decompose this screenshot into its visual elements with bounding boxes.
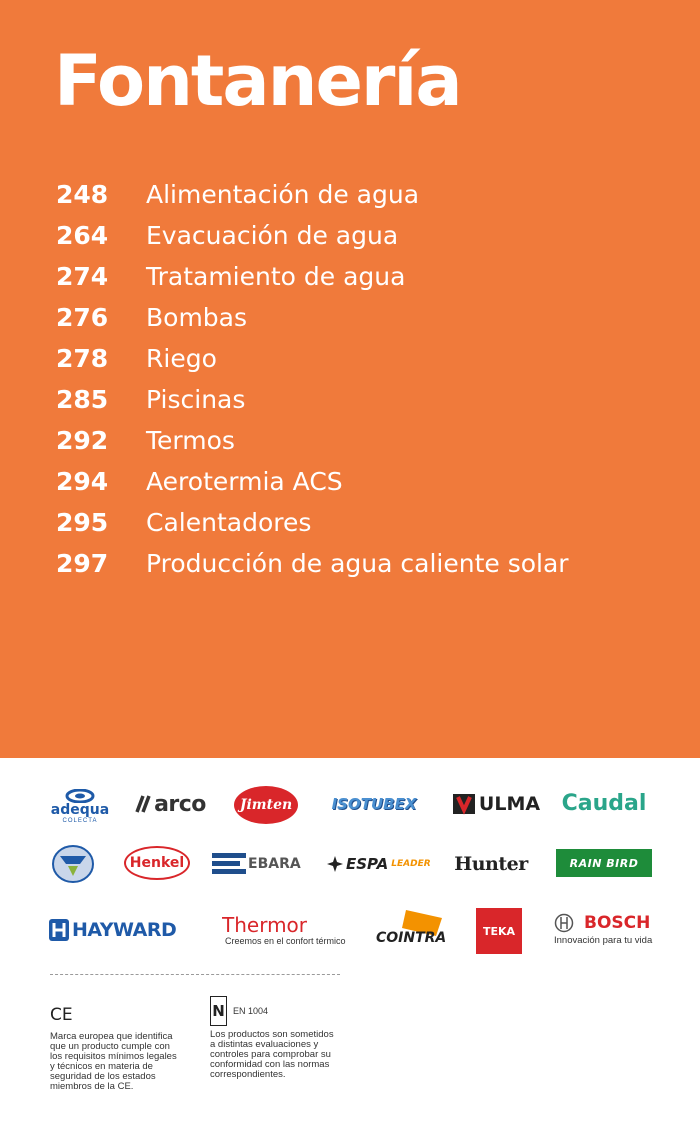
bosch-armature-icon — [554, 913, 574, 933]
ebara-wordmark: EBARA — [248, 856, 301, 872]
ulma-logo: ULMA — [450, 790, 542, 818]
cointra-logo: COINTRA — [374, 908, 446, 950]
espa-star-icon — [327, 856, 343, 872]
toc-page-number: 297 — [56, 549, 109, 578]
rainbird-logo: RAIN BIRD — [556, 849, 652, 877]
ulma-wordmark: ULMA — [478, 793, 541, 815]
jimten-wordmark: Jimten — [239, 797, 293, 813]
toc-item: 264 Evacuación de agua — [0, 215, 700, 256]
aenor-certification: N EN 1004 Los productos son sometidos a … — [210, 996, 370, 1080]
adequa-sub: COLECTA — [62, 817, 98, 824]
henkel-wordmark: Henkel — [129, 855, 185, 871]
arco-wordmark: arco — [154, 791, 206, 817]
toc-section-label: Aerotermia ACS — [146, 467, 343, 496]
toc-item: 278 Riego — [0, 338, 700, 379]
ce-certification: CE Marca europea que identifica que un p… — [50, 996, 200, 1092]
thermor-tagline: Creemos en el confort térmico — [225, 935, 346, 946]
ebara-logo: EBARA — [212, 850, 304, 878]
thermor-logo: Thermor Creemos en el confort térmico — [222, 912, 350, 948]
ce-description: Marca europea que identifica que un prod… — [50, 1031, 177, 1092]
espa-sub: LEADER — [391, 859, 431, 869]
hayward-wordmark: HAYWARD — [72, 919, 177, 941]
toc-section-label: Bombas — [146, 303, 248, 332]
cointra-flame-icon — [402, 910, 442, 936]
caudal-logo: Caudal — [554, 788, 654, 818]
toc-section-label: Evacuación de agua — [146, 221, 399, 250]
isotubex-logo: ISOTUBEX — [322, 792, 426, 816]
toc-section-label: Termos — [146, 426, 235, 455]
bosch-tagline: Innovación para tu vida — [554, 935, 653, 946]
toc-section-label: Alimentación de agua — [146, 180, 420, 209]
toc-page-number: 294 — [56, 467, 109, 496]
toc-page-number: 285 — [56, 385, 109, 414]
toc-item: 295 Calentadores — [0, 502, 700, 543]
espa-logo: ESPA LEADER — [326, 852, 434, 876]
brand-logos: adequa COLECTA arco Jimten ISOTUBEX ULMA… — [0, 758, 700, 968]
toc-page-number: 276 — [56, 303, 109, 332]
toc-section-label: Riego — [146, 344, 217, 373]
toc-item: 297 Producción de agua caliente solar — [0, 543, 700, 584]
aenor-header: N EN 1004 — [210, 996, 370, 1026]
adequa-swirl-icon — [65, 788, 95, 803]
ulma-mark-icon — [452, 794, 475, 815]
espa-wordmark: ESPA — [346, 855, 389, 873]
toc-item: 294 Aerotermia ACS — [0, 461, 700, 502]
toc-item: 276 Bombas — [0, 297, 700, 338]
isotubex-wordmark: ISOTUBEX — [331, 795, 417, 813]
ebara-stripes-icon — [212, 853, 246, 874]
toc-section-label: Producción de agua caliente solar — [146, 549, 569, 578]
bosch-wordmark: BOSCH — [584, 913, 651, 933]
toc-page-number: 264 — [56, 221, 109, 250]
teka-logo: TEKA — [476, 908, 522, 954]
toc-item: 285 Piscinas — [0, 379, 700, 420]
thermor-wordmark: Thermor — [222, 912, 308, 937]
arco-logo: arco — [124, 790, 214, 818]
aenor-n-mark-icon: N — [210, 996, 227, 1026]
toc-page-number: 295 — [56, 508, 109, 537]
toc-page-number: 248 — [56, 180, 109, 209]
toc-page-number: 292 — [56, 426, 109, 455]
divider — [50, 974, 340, 975]
toc-item: 248 Alimentación de agua — [0, 174, 700, 215]
bosch-top: BOSCH — [554, 913, 650, 933]
page-title: Fontanería — [54, 40, 463, 122]
aenor-description: Los productos son sometidos a distintas … — [210, 1029, 334, 1080]
jimten-logo: Jimten — [234, 786, 298, 824]
adequa-wordmark: adequa — [50, 801, 110, 818]
adequa-logo: adequa COLECTA — [48, 784, 112, 828]
henkel-logo: Henkel — [124, 846, 190, 880]
rainbird-wordmark: RAIN BIRD — [569, 856, 639, 870]
aenor-n-mark: N — [212, 1002, 225, 1020]
aqua-emblem-logo — [50, 844, 96, 884]
hero-section: Fontanería 248 Alimentación de agua 264 Eva… — [0, 0, 700, 758]
toc-page-number: 274 — [56, 262, 109, 291]
arco-slash-icon — [135, 795, 151, 813]
hunter-wordmark: Hunter — [454, 853, 528, 875]
teka-wordmark: TEKA — [482, 924, 516, 938]
toc-section-label: Piscinas — [146, 385, 246, 414]
aenor-code: EN 1004 — [233, 1006, 269, 1016]
hayward-logo: HAYWARD — [48, 916, 196, 944]
ce-mark-icon: CE — [50, 1005, 73, 1025]
hayward-shield-icon — [49, 919, 69, 941]
bosch-logo: BOSCH Innovación para tu vida — [554, 912, 658, 948]
toc-section-label: Calentadores — [146, 508, 312, 537]
aqua-emblem-icon — [52, 845, 94, 883]
toc-item: 292 Termos — [0, 420, 700, 461]
caudal-wordmark: Caudal — [561, 790, 647, 816]
toc-page-number: 278 — [56, 344, 109, 373]
cointra-wordmark: COINTRA — [376, 930, 446, 946]
hunter-logo: Hunter — [448, 850, 534, 878]
toc-section-label: Tratamiento de agua — [146, 262, 406, 291]
toc-item: 274 Tratamiento de agua — [0, 256, 700, 297]
